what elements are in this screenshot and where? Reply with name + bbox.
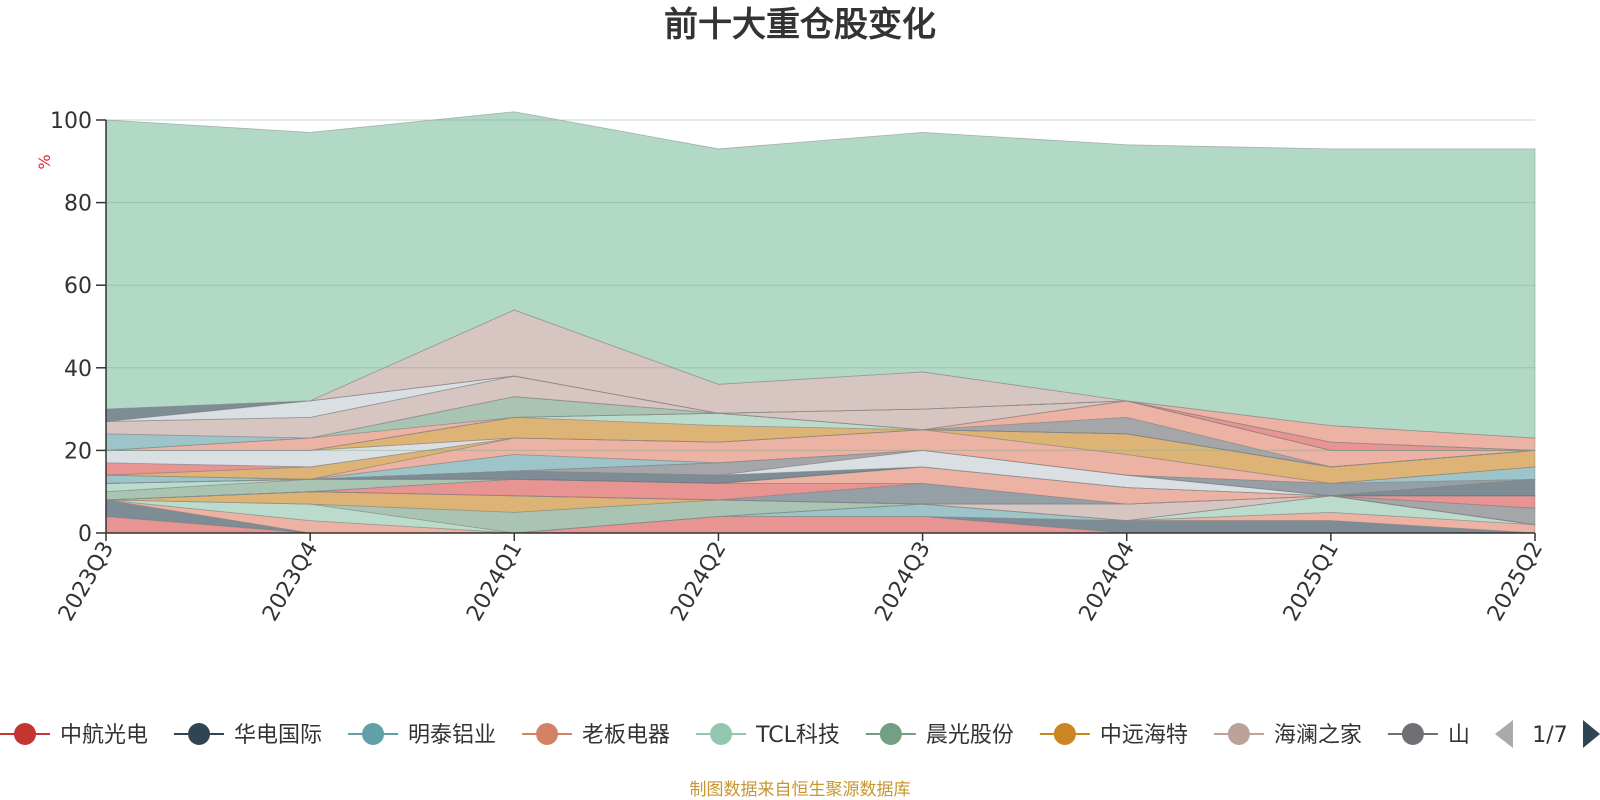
legend-items: 中航光电 华电国际 明泰铝业 老板电器 TCL科技 晨光股份 中远海特 海澜之家 山 [0, 723, 1470, 748]
plot-area [105, 111, 1536, 534]
legend-label: TCL科技 [755, 723, 840, 748]
x-tick-label: 2025Q1 [1279, 538, 1344, 626]
x-tick-label: 2025Q2 [1483, 538, 1548, 626]
legend-marker [1401, 723, 1424, 745]
legend-item[interactable]: 华电国际 [174, 723, 322, 748]
legend-label: 山 [1448, 723, 1470, 748]
legend-item[interactable]: 晨光股份 [865, 723, 1014, 748]
legend-page-indicator: 1/7 [1532, 723, 1567, 748]
y-tick-label: 40 [64, 357, 92, 382]
triangle-left-icon[interactable] [1495, 720, 1513, 748]
legend-label: 晨光股份 [926, 723, 1014, 748]
x-tick-label: 2023Q4 [258, 538, 323, 626]
area-series-36 [105, 111, 1536, 439]
data-source-note: 制图数据来自恒生聚源数据库 [690, 780, 911, 800]
legend-item[interactable]: 中航光电 [0, 723, 148, 748]
legend-marker [1053, 723, 1076, 745]
y-tick-label: 100 [50, 109, 92, 134]
triangle-right-icon[interactable] [1583, 720, 1600, 748]
y-axis-unit: % [35, 154, 54, 169]
legend-marker [362, 723, 385, 745]
y-tick-label: 20 [64, 439, 92, 464]
legend-label: 华电国际 [234, 723, 322, 748]
legend-item[interactable]: 中远海特 [1039, 723, 1188, 748]
y-tick-label: 60 [64, 274, 92, 299]
x-tick-label: 2024Q2 [666, 538, 731, 626]
legend-marker [879, 723, 902, 745]
legend: 中航光电 华电国际 明泰铝业 老板电器 TCL科技 晨光股份 中远海特 海澜之家 山 1/7 [0, 720, 1600, 748]
legend-marker [1227, 723, 1250, 745]
legend-label: 明泰铝业 [408, 723, 496, 748]
legend-label: 海澜之家 [1274, 723, 1362, 748]
legend-marker [188, 723, 211, 745]
legend-label: 老板电器 [582, 723, 670, 748]
legend-item[interactable]: 山 [1387, 723, 1470, 748]
chart-title: 前十大重仓股变化 [664, 5, 936, 45]
legend-item[interactable]: 明泰铝业 [348, 723, 496, 748]
legend-marker [710, 723, 733, 745]
x-tick-label: 2024Q1 [462, 538, 527, 626]
legend-item[interactable]: TCL科技 [696, 723, 840, 748]
y-tick-label: 0 [78, 522, 92, 547]
legend-marker [536, 723, 559, 745]
legend-marker [14, 723, 36, 745]
x-tick-label: 2024Q4 [1075, 538, 1140, 626]
legend-item[interactable]: 海澜之家 [1213, 723, 1362, 748]
x-tick-label: 2024Q3 [870, 538, 935, 626]
legend-label: 中远海特 [1100, 723, 1188, 748]
legend-item[interactable]: 老板电器 [522, 723, 670, 748]
y-tick-label: 80 [64, 192, 92, 217]
x-tick-label: 2023Q3 [54, 538, 119, 626]
legend-label: 中航光电 [60, 723, 148, 748]
